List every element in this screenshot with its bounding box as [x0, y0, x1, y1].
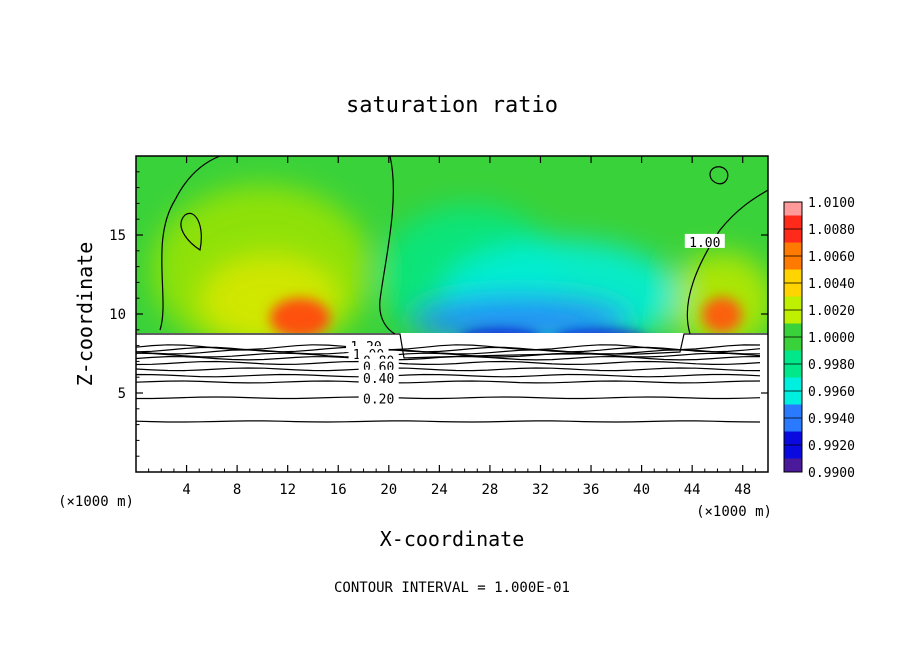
colorbar-label: 1.0020: [808, 304, 855, 319]
saturation-field: [136, 156, 768, 472]
colorbar-swatch: [784, 458, 802, 472]
contour-labels: 1.201.000.800.600.400.201.00: [346, 233, 725, 407]
colorbar-label: 1.0000: [808, 331, 855, 346]
colorbar-label: 0.9960: [808, 385, 855, 400]
humidity-contour: [136, 373, 761, 378]
x-tick-label: 4: [182, 482, 190, 498]
x-tick-label: 48: [734, 482, 751, 498]
x-tick-label: 28: [481, 482, 498, 498]
colorbar-swatch: [784, 202, 802, 216]
colorbar: 1.0100 1.0080 1.0060 1.0040 1.0020 1.0000 0.99…: [783, 196, 855, 481]
humidity-contour: [136, 344, 761, 351]
contour-1.00-c: [180, 212, 202, 251]
colorbar-label: 1.0040: [808, 277, 855, 292]
x-axis-title: X-coordinate: [380, 527, 525, 551]
contour-label-bg: [684, 233, 725, 248]
contour-interval-footer: CONTOUR INTERVAL = 1.000E-01: [334, 580, 570, 596]
x-unit-label-right: (×1000 m): [696, 504, 772, 520]
humidity-contour: [136, 360, 761, 366]
contour-1.00-a: [159, 156, 221, 331]
y-axis-title: Z-coordinate: [73, 242, 97, 387]
colorbar-label: 0.9920: [808, 439, 855, 454]
contour-label-bg: [358, 358, 399, 373]
contour-lines: [136, 156, 768, 423]
colorbar-label: 0.9980: [808, 358, 855, 373]
humidity-contour: [136, 396, 761, 400]
x-tick-label: 8: [233, 482, 241, 498]
colorbar-label: 1.0100: [808, 196, 855, 211]
x-unit-label-left: (×1000 m): [58, 494, 134, 510]
colorbar-label: 0.9900: [808, 466, 855, 481]
y-tick-label: 5: [118, 386, 126, 402]
y-tick-label: 10: [109, 307, 126, 323]
humidity-contour-group: [136, 344, 761, 423]
contour-label-bg: [358, 390, 399, 405]
humidity-contour: [136, 349, 760, 355]
contour-label: 0.40: [363, 372, 394, 387]
contour-label: 0.20: [363, 392, 394, 407]
x-tick-label: 36: [583, 482, 600, 498]
colorbar-label: 1.0080: [808, 223, 855, 238]
x-tick-label: 32: [532, 482, 549, 498]
x-tick-label: 40: [633, 482, 650, 498]
humidity-contour: [136, 355, 761, 361]
peak-right: [702, 297, 742, 333]
colorbar-label: 1.0060: [808, 250, 855, 265]
x-tick-label: 44: [684, 482, 701, 498]
contour-1.00-e: [709, 166, 729, 185]
contour-1.00-b: [379, 156, 396, 335]
colorbar-label: 0.9940: [808, 412, 855, 427]
contour-label-bg: [358, 369, 399, 384]
x-axis: 4 8 12 16 20 24 28 32 36 40 44 48: [148, 156, 756, 498]
x-tick-label: 20: [380, 482, 397, 498]
x-tick-label: 16: [330, 482, 347, 498]
humidity-contour: [136, 367, 761, 372]
y-tick-label: 15: [109, 228, 126, 244]
x-tick-label: 12: [279, 482, 296, 498]
y-axis: 5 10 15: [109, 171, 768, 457]
peak-left: [270, 298, 330, 338]
plot-area: [136, 156, 768, 472]
humidity-contour: [136, 380, 761, 384]
contour-label: 1.00: [689, 236, 720, 251]
cloud-base-mask: [136, 333, 768, 356]
humidity-contour: [136, 420, 761, 423]
x-tick-label: 24: [431, 482, 448, 498]
chart-title: saturation ratio: [346, 93, 558, 118]
